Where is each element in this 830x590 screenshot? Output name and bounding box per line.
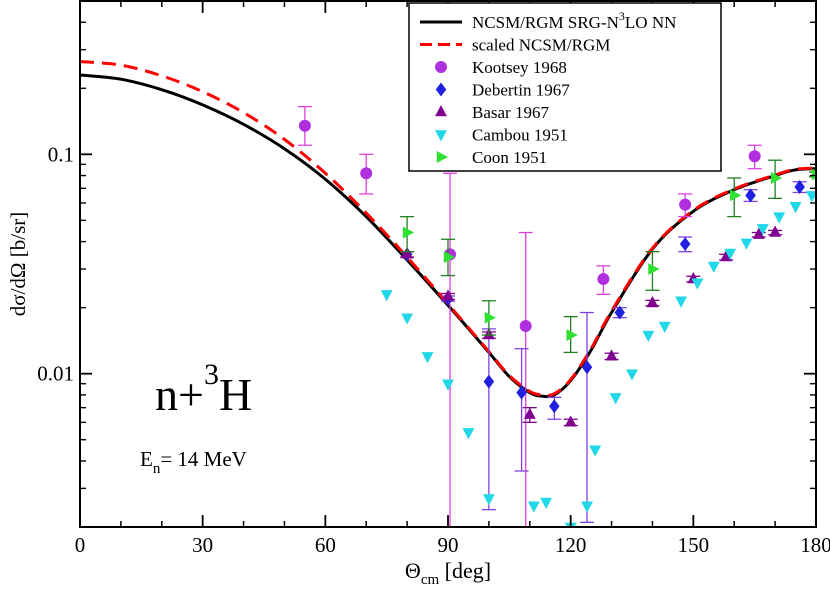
- point-cambou-1951: [589, 445, 602, 457]
- point-cambou-1951: [540, 497, 553, 510]
- y-tick-label: 0.1: [48, 142, 74, 166]
- legend-swatch: [435, 130, 447, 142]
- legend-label-sup: 3: [619, 9, 625, 23]
- point-cambou-1951: [642, 330, 655, 343]
- point-debertin-1967: [581, 360, 593, 375]
- point-basar-1967: [523, 407, 536, 419]
- legend-label: NCSM/RGM SRG-N3LO NN: [472, 9, 676, 32]
- legend-label: scaled NCSM/RGM: [472, 36, 610, 55]
- point-kootsey-1968: [597, 273, 610, 286]
- x-tick-label: 60: [315, 533, 336, 557]
- point-coon-1951: [770, 172, 783, 184]
- point-debertin-1967: [794, 179, 805, 194]
- point-basar-1967: [646, 295, 659, 308]
- point-cambou-1951: [626, 369, 638, 381]
- point-cambou-1951: [609, 393, 622, 405]
- point-debertin-1967: [614, 305, 625, 320]
- point-coon-1951: [730, 189, 742, 202]
- point-debertin-1967: [745, 188, 756, 203]
- x-tick-label: 150: [678, 533, 710, 557]
- point-kootsey-1968: [519, 319, 532, 332]
- legend-swatch: [435, 82, 447, 97]
- legend: NCSM/RGM SRG-N3LO NN scaled NCSM/RGM Koots…: [408, 2, 722, 172]
- point-coon-1951: [484, 311, 496, 324]
- legend-label-main: Coon 1951: [472, 148, 547, 167]
- point-cambou-1951: [482, 494, 495, 506]
- point-basar-1967: [605, 349, 618, 361]
- point-kootsey-1968: [360, 167, 373, 180]
- x-tick-label: 0: [75, 533, 86, 557]
- point-cambou-1951: [380, 290, 393, 302]
- legend-swatch: [435, 105, 447, 117]
- legend-label-main: NCSM/RGM SRG-N: [472, 13, 619, 32]
- point-cambou-1951: [581, 501, 593, 513]
- point-cambou-1951: [527, 501, 540, 513]
- point-basar-1967: [752, 227, 765, 239]
- legend-box: [408, 2, 722, 172]
- x-tick-label: 30: [192, 533, 213, 557]
- point-basar-1967: [401, 247, 414, 259]
- energy-annotation: En= 14 MeV: [140, 447, 247, 477]
- point-basar-1967: [720, 250, 732, 262]
- point-cambou-1951: [773, 212, 786, 224]
- point-cambou-1951: [442, 379, 454, 391]
- point-cambou-1951: [707, 261, 720, 273]
- point-cambou-1951: [675, 296, 688, 308]
- data-markers: [297, 105, 816, 527]
- point-cambou-1951: [691, 278, 704, 290]
- point-debertin-1967: [549, 399, 560, 414]
- legend-label-main: Kootsey 1968: [472, 58, 567, 77]
- point-cambou-1951: [401, 313, 414, 325]
- point-coon-1951: [811, 168, 816, 181]
- point-basar-1967: [769, 225, 782, 237]
- point-debertin-1967: [679, 237, 691, 252]
- legend-label-main: Debertin 1967: [472, 81, 570, 100]
- point-cambou-1951: [462, 428, 475, 440]
- point-cambou-1951: [740, 238, 753, 250]
- point-kootsey-1968: [679, 198, 692, 211]
- legend-label-main: Basar 1967: [472, 103, 549, 122]
- legend-label: Coon 1951: [472, 148, 547, 167]
- legend-swatch: [435, 61, 447, 73]
- legend-label: Cambou 1951: [472, 126, 568, 145]
- y-tick-label: 0.01: [37, 362, 74, 386]
- legend-label: Basar 1967: [472, 103, 549, 122]
- point-coon-1951: [402, 226, 415, 239]
- legend-swatch: [436, 151, 448, 163]
- point-debertin-1967: [483, 374, 495, 389]
- point-coon-1951: [566, 329, 578, 342]
- x-tick-label: 120: [555, 533, 587, 557]
- point-cambou-1951: [789, 202, 802, 214]
- point-kootsey-1968: [748, 150, 761, 163]
- point-cambou-1951: [658, 321, 671, 333]
- point-cambou-1951: [805, 191, 816, 203]
- point-cambou-1951: [421, 352, 434, 364]
- legend-label: Debertin 1967: [472, 81, 570, 100]
- legend-label-post: LO NN: [625, 13, 676, 32]
- point-basar-1967: [564, 415, 577, 427]
- point-debertin-1967: [516, 385, 527, 400]
- point-coon-1951: [443, 251, 455, 264]
- legend-label: Kootsey 1968: [472, 58, 567, 77]
- x-tick-label: 180: [800, 533, 830, 557]
- reaction-annotation: n+3H: [155, 358, 252, 420]
- point-coon-1951: [648, 263, 660, 275]
- point-cambou-1951: [756, 224, 769, 236]
- legend-label-main: Cambou 1951: [472, 126, 568, 145]
- legend-label-main: scaled NCSM/RGM: [472, 36, 610, 55]
- point-basar-1967: [442, 289, 454, 301]
- y-axis-label: dσ/dΩ [b/sr]: [6, 212, 30, 317]
- point-cambou-1951: [724, 248, 737, 260]
- x-tick-label: 90: [438, 533, 459, 557]
- point-kootsey-1968: [298, 119, 311, 132]
- x-axis-label: Θcm [deg]: [405, 558, 491, 588]
